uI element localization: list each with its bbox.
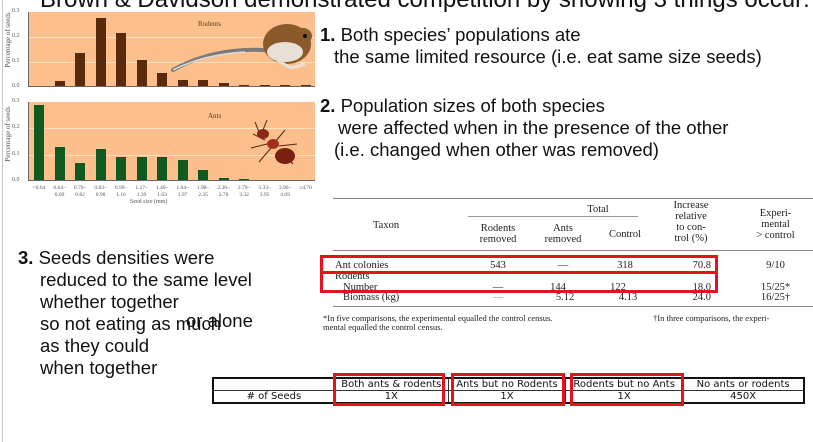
slide-left-border (2, 0, 3, 442)
y-tick: 0.2 (12, 124, 20, 130)
bar (157, 157, 167, 181)
x-tick: 0.64– 0.69 (53, 185, 66, 198)
x-tick: 2.36– 2.78 (217, 185, 230, 198)
y-axis-label: Percentage of seeds (4, 12, 12, 68)
bar (198, 80, 208, 87)
x-tick: 3.96– 4.69 (278, 185, 292, 198)
bar (54, 146, 65, 181)
x-tick: 0.83– 0.98 (94, 185, 107, 198)
footnote: †In three comparisons, the experi- (653, 313, 770, 323)
table-row: # of Seeds 1X 1X 1X 450X (212, 390, 805, 404)
rodents-series-label: Rodents (198, 20, 221, 28)
ants-only-highlight-box (451, 373, 565, 406)
x-tick: 1.98– 2.35 (196, 185, 210, 198)
overlapping-text: or alone (186, 310, 253, 331)
bar (116, 33, 126, 87)
x-tick: ≥4.70 (299, 185, 312, 191)
x-tick: 2.79– 3.32 (237, 185, 251, 198)
ants-plot-area: Ants (28, 102, 315, 181)
ant-icon (250, 119, 298, 165)
x-tick: 1.64– 1.97 (176, 185, 189, 198)
bar (54, 80, 65, 87)
rodents-only-highlight-box (570, 373, 684, 406)
x-tick: 0.70– 0.82 (73, 185, 87, 198)
point-number: 3. (18, 247, 34, 268)
y-tick: 0.0 (12, 83, 20, 89)
point-3-text: 3. Seeds densities were reduced to the s… (18, 247, 253, 378)
bar (239, 178, 249, 181)
y-tick: 0.1 (12, 151, 20, 157)
rodents-seed-chart: Percentage of seeds 0.3 0.2 0.1 0.0 Rode… (0, 0, 320, 95)
x-tick: 1.17– 1.39 (135, 185, 148, 198)
bar (34, 104, 44, 181)
ants-seed-chart: Percentage of seeds 0.3 0.2 0.1 0.0 Ants (0, 96, 320, 211)
x-axis-title: Seed size (mm) (130, 199, 168, 205)
point-2-text: 2. Population sizes of both species were… (320, 95, 729, 160)
x-tick: 1.40– 1.63 (155, 185, 169, 198)
point-number: 1. (320, 24, 336, 45)
y-tick: 0.0 (12, 177, 20, 183)
bar (75, 53, 85, 87)
bar (95, 149, 106, 181)
bar (157, 73, 167, 87)
bar (218, 82, 229, 87)
row-label: # of Seeds (212, 390, 335, 404)
y-axis-label: Percentage of seeds (4, 106, 12, 162)
bar (218, 177, 229, 181)
column-header: No ants or rodents (682, 377, 805, 391)
bar (198, 170, 208, 181)
x-tick: <0.64 (32, 185, 46, 191)
y-tick: 0.3 (12, 8, 20, 14)
point-number: 2. (320, 95, 336, 116)
ants-series-label: Ants (208, 112, 222, 120)
y-tick: 0.1 (12, 58, 20, 64)
bar (177, 80, 188, 87)
x-tick: 0.99– 1.16 (114, 185, 128, 198)
x-tick: 3.33– 3.95 (258, 185, 271, 198)
bar (75, 162, 85, 181)
rodent-number-highlight (320, 271, 718, 293)
both-highlight-box (333, 373, 445, 406)
bar (136, 157, 147, 181)
slide-title: Brown & Davidson demonstrated competitio… (40, 0, 810, 14)
seed-size-x-axis: <0.64 0.64– 0.69 0.70– 0.82 0.83– 0.98 0.99– 1.… (28, 185, 318, 205)
bar (136, 59, 147, 87)
y-tick: 0.2 (12, 33, 20, 39)
footnote: *In five comparisons, the experimental e… (323, 313, 553, 323)
bar (116, 157, 126, 181)
y-tick: 0.3 (12, 98, 20, 104)
bar (177, 159, 188, 181)
kangaroo-rat-icon (171, 24, 312, 72)
footnote: mental equalled the control census. (323, 322, 443, 332)
point-1-text: 1. Both species’ populations ate the sam… (320, 24, 762, 67)
bar (95, 18, 106, 87)
